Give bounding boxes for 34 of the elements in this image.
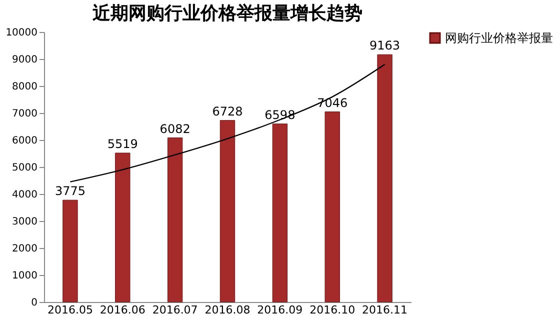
data-label: 3775: [54, 184, 86, 198]
x-tick-label: 2016.05: [47, 304, 93, 316]
data-label: 5519: [107, 136, 138, 151]
y-tick-label: 4000: [12, 190, 38, 200]
bar: [62, 200, 78, 302]
y-tick-label: 10000: [6, 28, 38, 38]
x-tick-label: 2016.08: [204, 304, 250, 316]
bar: [377, 54, 392, 302]
data-label: 7046: [317, 96, 348, 110]
bar: [167, 138, 183, 302]
bar: [115, 152, 130, 302]
y-tick-label: 3000: [12, 216, 38, 228]
x-tick-label: 2016.07: [152, 304, 198, 316]
chart-title: 近期网购行业价格举报量增长趋势: [92, 3, 362, 24]
data-label: 6082: [160, 122, 190, 136]
y-tick-label: 6000: [12, 136, 38, 146]
x-tick-label: 2016.09: [257, 304, 303, 316]
y-tick-label: 5000: [12, 162, 38, 174]
bar: [272, 124, 288, 302]
y-tick-label: 7000: [12, 108, 38, 120]
x-tick-label: 2016.10: [310, 304, 356, 316]
y-tick-label: 9000: [12, 54, 38, 66]
legend-label: 网购行业价格举报量: [445, 31, 553, 45]
data-label: 6728: [212, 104, 243, 118]
x-tick-label: 2016.06: [100, 304, 146, 316]
y-tick-label: 8000: [12, 82, 38, 92]
line-series: [70, 64, 386, 182]
x-tick-label: 2016.11: [362, 304, 408, 316]
data-label: 9163: [370, 38, 400, 53]
y-tick-label: 0: [31, 298, 38, 308]
bar: [220, 120, 236, 302]
bar: [324, 112, 340, 302]
y-tick-label: 2000: [12, 244, 38, 254]
y-tick-label: 1000: [12, 270, 38, 282]
